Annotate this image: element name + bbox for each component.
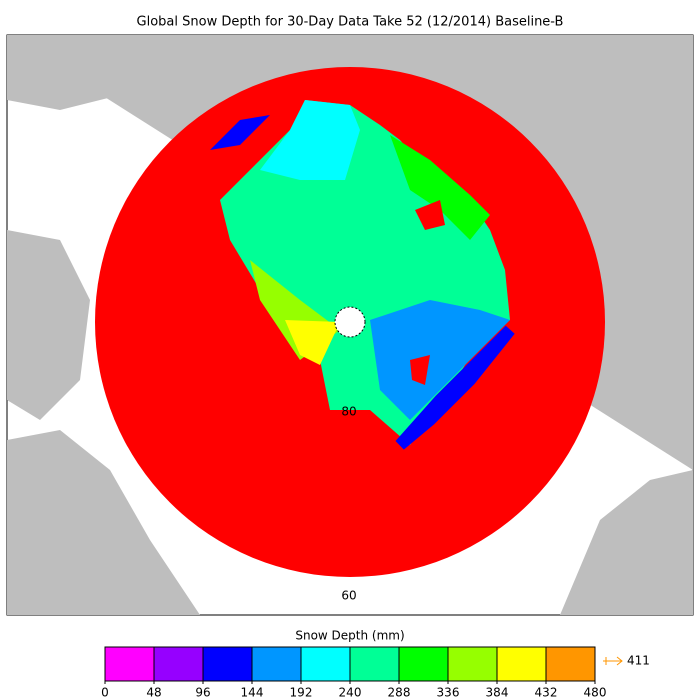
colorbar-tick-label: 384 (486, 686, 509, 700)
colorbar-cell (300, 646, 351, 682)
colorbar-tick-label: 0 (101, 686, 109, 700)
snow-region (260, 100, 360, 180)
colorbar-tick-label: 96 (195, 686, 210, 700)
colorbar-cell (251, 646, 302, 682)
max-arrow (603, 656, 623, 666)
snow-region (395, 325, 515, 450)
colorbar-tick-label: 432 (535, 686, 558, 700)
latitude-label: 80 (341, 405, 356, 419)
snow-region (210, 115, 270, 150)
map: 80 60 (6, 34, 694, 616)
colorbar-cell (153, 646, 204, 682)
colorbar-label: Snow Depth (mm) (295, 629, 404, 643)
snow-region (410, 355, 430, 385)
colorbar-tick-label: 144 (241, 686, 264, 700)
snow-region (285, 320, 340, 365)
pole-hole (334, 306, 366, 338)
land (7, 230, 90, 420)
colorbar-cell (545, 646, 596, 682)
land (7, 35, 240, 110)
land (430, 35, 693, 200)
latitude-label: 60 (341, 589, 356, 603)
colorbar-cell (349, 646, 400, 682)
colorbar-cell (202, 646, 253, 682)
colorbar-cell (447, 646, 498, 682)
colorbar-tick-label: 48 (146, 686, 161, 700)
colorbar-tick-label: 480 (584, 686, 607, 700)
colorbar-cell (398, 646, 449, 682)
colorbar-tick-label: 240 (339, 686, 362, 700)
snow-region (390, 135, 490, 240)
map-title: Global Snow Depth for 30-Day Data Take 5… (137, 15, 564, 30)
colorbar: 0 48 96 144 192 240 288 336 384 432 480 411 (101, 646, 650, 700)
colorbar-tick-label: 192 (290, 686, 313, 700)
snow-region (415, 200, 445, 230)
colorbar-cell (496, 646, 547, 682)
colorbar-cell (104, 646, 155, 682)
snow-region (370, 300, 510, 420)
max-value: 411 (627, 654, 650, 668)
colorbar-tick-label: 336 (437, 686, 460, 700)
colorbar-tick-label: 288 (388, 686, 411, 700)
land (7, 430, 200, 615)
